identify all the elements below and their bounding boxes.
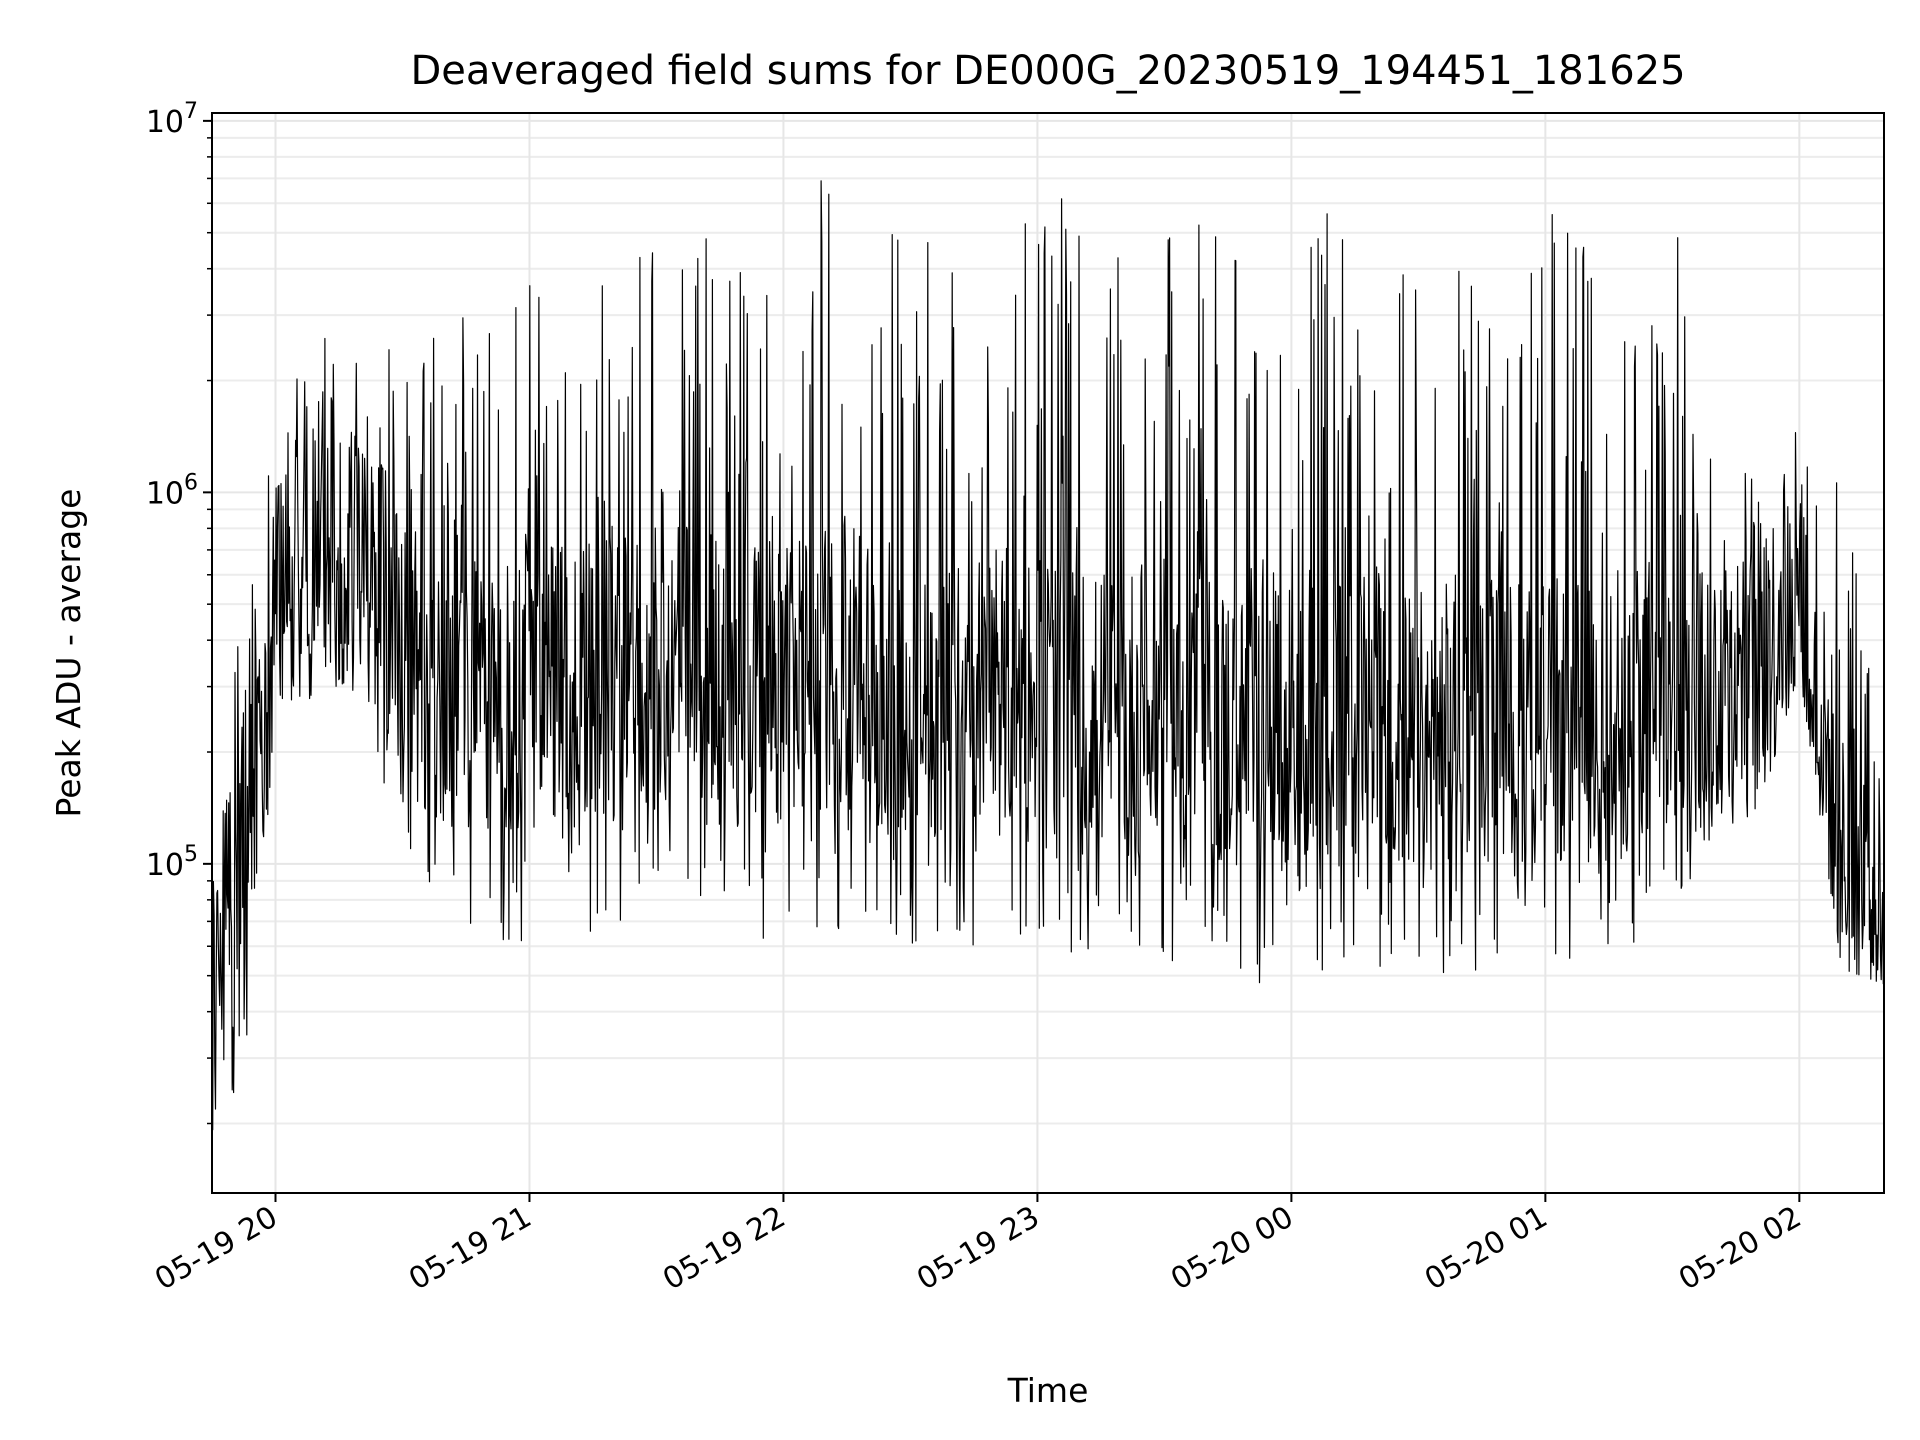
y-tick-base: 10: [146, 476, 184, 511]
y-tick-exponent: 6: [184, 470, 198, 495]
chart-title: Deaveraged field sums for DE000G_2023051…: [410, 48, 1685, 94]
y-axis-title: Peak ADU - average: [49, 489, 88, 818]
y-tick-exponent: 7: [184, 99, 198, 124]
x-axis-title: Time: [1007, 1371, 1089, 1410]
y-tick-base: 10: [146, 848, 184, 883]
y-tick-base: 10: [146, 105, 184, 140]
figure-background: [0, 0, 1920, 1440]
y-tick-exponent: 5: [184, 842, 198, 867]
chart: 10510610705-19 20 05-19 21 05-19 22 05-19 2…: [0, 0, 1920, 1440]
